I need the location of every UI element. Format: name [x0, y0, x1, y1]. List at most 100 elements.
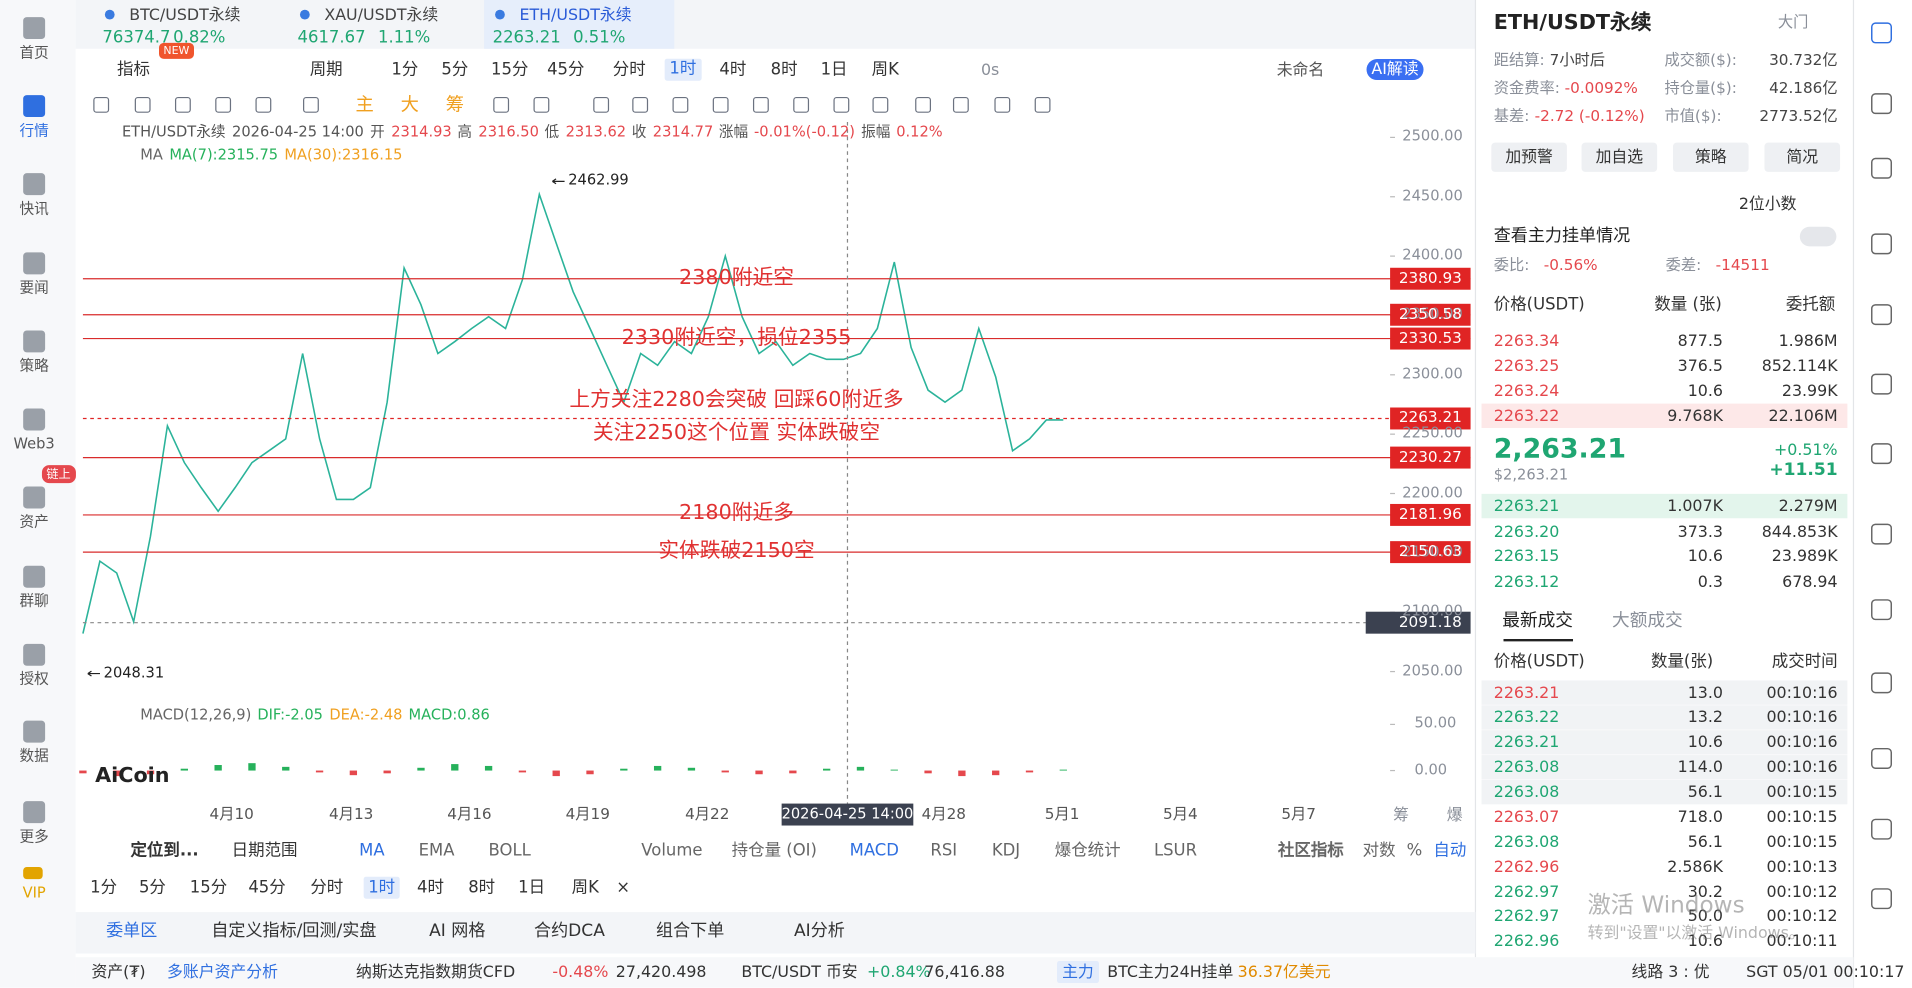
- interval-button[interactable]: 4时: [719, 59, 747, 79]
- interval-button[interactable]: 周K: [871, 59, 899, 79]
- interval-button[interactable]: 周K: [571, 877, 599, 897]
- nav-button[interactable]: 日期范围: [231, 840, 298, 860]
- macd-bar: [484, 765, 493, 771]
- indicator-tab[interactable]: KDJ: [991, 840, 1021, 860]
- macd-bar: [417, 767, 425, 771]
- panel-button[interactable]: 策略: [1694, 147, 1727, 167]
- indicator-tab[interactable]: 对数: [1362, 840, 1396, 860]
- book-cell: 2263.15: [1493, 545, 1560, 565]
- link[interactable]: 查看主力挂单情况: [1493, 225, 1631, 246]
- status-item: 27,420.498: [615, 961, 707, 981]
- book-cell: 844.853K: [1761, 521, 1838, 541]
- interval-button[interactable]: 45分: [547, 59, 585, 79]
- tab-change: 0.51%: [573, 27, 626, 47]
- interval-button[interactable]: 1分: [90, 877, 118, 897]
- book-cell: 9.768K: [1667, 405, 1723, 425]
- panel-tab[interactable]: 合约DCA: [534, 920, 605, 941]
- indicator-tab[interactable]: 持仓量 (OI): [731, 840, 817, 860]
- tab-bar: [75, 0, 1476, 49]
- nav-button[interactable]: 定位到...: [130, 840, 199, 860]
- panel-tab[interactable]: 组合下单: [656, 920, 725, 941]
- sidebar-item[interactable]: Web3: [13, 435, 55, 453]
- interval-button[interactable]: 1日: [820, 59, 848, 79]
- indicator-tab[interactable]: BOLL: [488, 840, 531, 860]
- interval-button[interactable]: 8时: [770, 59, 798, 79]
- interval-button[interactable]: 4时: [416, 877, 444, 897]
- indicator-tab[interactable]: 社区指标: [1277, 840, 1344, 860]
- interval-button[interactable]: 分时: [612, 59, 646, 79]
- interval-button[interactable]: 5分: [441, 59, 469, 79]
- sidebar-item[interactable]: 要闻: [19, 279, 49, 297]
- sidebar-item[interactable]: 资产: [19, 513, 49, 531]
- sidebar-item[interactable]: 更多: [19, 828, 49, 846]
- sidebar-item[interactable]: 快讯: [19, 200, 49, 218]
- decimals-select[interactable]: 2位小数: [1738, 193, 1797, 213]
- sidebar-item[interactable]: 群聊: [19, 592, 49, 610]
- link[interactable]: 大门: [1777, 13, 1809, 32]
- book-cell: 376.5: [1677, 355, 1723, 375]
- annotation: 关注2250这个位置 实体跌破空: [592, 419, 881, 444]
- tab-symbol[interactable]: ETH/USDT永续: [519, 4, 632, 24]
- axis-button[interactable]: 筹: [1393, 804, 1409, 824]
- annotation: 2180附近多: [679, 500, 794, 525]
- tool-button[interactable]: 大: [400, 94, 419, 116]
- panel-tab[interactable]: AI分析: [794, 920, 845, 941]
- tool-icon: [952, 96, 969, 113]
- layout-select[interactable]: 未命名: [1276, 59, 1325, 79]
- interval-button[interactable]: 8时: [468, 877, 496, 897]
- indicator-tab[interactable]: MA: [359, 840, 385, 860]
- sidebar-icon: [23, 95, 46, 118]
- tab-symbol[interactable]: BTC/USDT永续: [129, 4, 241, 24]
- interval-button[interactable]: 15分: [189, 877, 228, 897]
- macd-tick-label: 0.00: [1414, 761, 1448, 779]
- interval-button[interactable]: 5分: [138, 877, 166, 897]
- sidebar-icon: [23, 643, 46, 666]
- interval-button[interactable]: ×: [616, 877, 630, 897]
- macd-bar: [755, 770, 763, 775]
- sidebar-item[interactable]: 行情: [19, 122, 49, 140]
- axis-button[interactable]: 爆: [1446, 804, 1463, 824]
- trade-tab[interactable]: 最新成交: [1502, 610, 1573, 631]
- ai-button[interactable]: AI解读: [1366, 58, 1424, 81]
- macd-bar: [214, 765, 222, 771]
- tab-symbol[interactable]: XAU/USDT永续: [324, 4, 439, 24]
- panel-button[interactable]: 加预警: [1505, 147, 1553, 167]
- panel-button[interactable]: 简况: [1786, 147, 1819, 167]
- sidebar-item[interactable]: VIP: [22, 884, 46, 902]
- sidebar-item[interactable]: 首页: [19, 44, 49, 62]
- indicator-tab[interactable]: LSUR: [1153, 840, 1198, 860]
- interval-button[interactable]: 分时: [310, 877, 344, 897]
- os-watermark: 激活 Windows: [1587, 892, 1745, 919]
- indicator-tab[interactable]: Volume: [641, 840, 703, 860]
- tool-icon: [255, 96, 272, 113]
- interval-button[interactable]: 1分: [391, 59, 419, 79]
- trade-tab[interactable]: 大额成交: [1612, 610, 1683, 631]
- indicator-tab[interactable]: EMA: [418, 840, 455, 860]
- interval-button[interactable]: 15分: [491, 59, 529, 79]
- period-button[interactable]: 周期: [309, 59, 343, 79]
- interval-button[interactable]: 1时: [664, 58, 702, 81]
- indicator-tab[interactable]: 自动: [1433, 840, 1467, 860]
- tool-button[interactable]: 主: [355, 94, 374, 116]
- indicator-tab[interactable]: RSI: [930, 840, 958, 860]
- panel-tab[interactable]: 自定义指标/回测/实盘: [211, 920, 377, 941]
- panel-button[interactable]: 加自选: [1595, 147, 1644, 167]
- sidebar-item[interactable]: 策略: [19, 357, 49, 375]
- row-bg: [1481, 730, 1848, 755]
- interval-button[interactable]: 45分: [248, 877, 286, 897]
- sidebar-item[interactable]: 数据: [19, 747, 49, 765]
- interval-button[interactable]: 1时: [363, 876, 400, 899]
- indicator-tab[interactable]: 爆仓统计: [1054, 840, 1121, 860]
- indicator-tab[interactable]: MACD: [849, 840, 899, 860]
- indicator-button[interactable]: 指标: [117, 59, 150, 79]
- tool-button[interactable]: 筹: [445, 94, 464, 116]
- panel-tab[interactable]: AI 网格: [429, 920, 486, 941]
- interval-button[interactable]: 1日: [518, 877, 546, 897]
- sidebar-item[interactable]: 授权: [19, 671, 49, 688]
- ma-legend: MA: [140, 146, 163, 164]
- panel-tab[interactable]: 委单区: [106, 920, 158, 941]
- trade-cell: 2.586K: [1667, 856, 1723, 876]
- usd-price: $2,263.21: [1493, 466, 1569, 484]
- indicator-tab[interactable]: %: [1406, 840, 1423, 860]
- trade-cell: 2263.21: [1493, 682, 1560, 702]
